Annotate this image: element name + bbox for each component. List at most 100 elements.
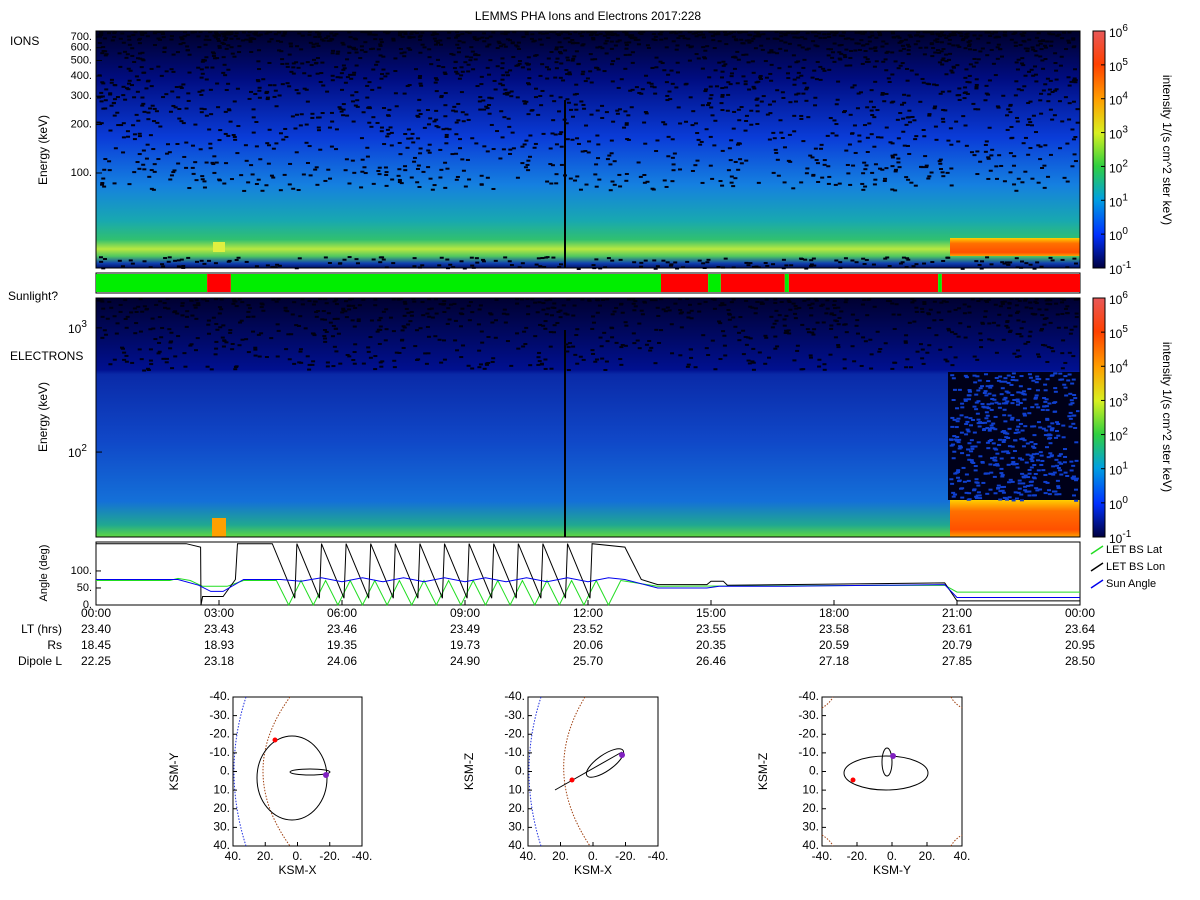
spectrogram-speckle [977,494,982,497]
spectrogram-speckle [828,48,833,51]
spectrogram-speckle [876,136,881,139]
spectrogram-speckle [336,50,341,53]
spectrogram-speckle [634,86,639,89]
spectrogram-speckle [588,53,593,56]
spectrogram-speckle [341,114,346,117]
spectrogram-speckle [935,38,940,41]
spectrogram-speckle [149,187,154,190]
spectrogram-speckle [112,98,117,101]
spectrogram-speckle [639,265,644,268]
colorbar-tick-label: 106 [1109,290,1128,308]
spectrogram-speckle [503,321,508,324]
spectrogram-speckle [991,422,996,425]
spectrogram-speckle [1008,104,1013,107]
spectrogram-speckle [583,80,588,83]
spectrogram-speckle [1020,34,1025,37]
spectrogram-speckle [468,59,473,62]
spectrogram-speckle [678,168,683,171]
spectrogram-speckle [867,36,872,39]
spectrogram-speckle [978,421,983,424]
spectrogram-speckle [181,42,186,45]
spectrogram-speckle [482,108,487,111]
spectrogram-speckle [707,102,712,105]
spectrogram-speckle [947,90,952,93]
spectrogram-speckle [978,497,983,500]
spectrogram-speckle [318,80,323,83]
spectrogram-speckle [741,53,746,56]
spectrogram-speckle [957,447,962,450]
spectrogram-speckle [628,34,633,37]
spectrogram-speckle [361,111,366,114]
spectrogram-speckle [312,58,317,61]
spectrogram-speckle [729,72,734,75]
spectrogram-speckle [739,106,744,109]
spectrogram-speckle [663,37,668,40]
spectrogram-speckle [930,261,935,264]
spectrogram-speckle [350,319,355,322]
spectrogram-speckle [593,58,598,61]
spectrogram-speckle [343,310,348,313]
spectrogram-speckle [323,340,328,343]
spectrogram-speckle [726,308,731,311]
spectrogram-speckle [470,264,475,267]
spectrogram-speckle [1071,422,1076,425]
spectrogram-speckle [959,431,964,434]
spectrogram-speckle [457,40,462,43]
spectrogram-speckle [936,311,941,314]
spectrogram-speckle [137,37,142,40]
spectrogram-speckle [1047,493,1052,496]
spectrogram-speckle [732,31,737,34]
spectrogram-speckle [366,350,371,353]
spectrogram-speckle [414,329,419,332]
spectrogram-speckle [857,140,862,143]
spectrogram-speckle [365,146,370,149]
spectrogram-speckle [1007,330,1012,333]
spectrogram-speckle [1055,313,1060,316]
spectrogram-speckle [905,79,910,82]
spectrogram-speckle [1007,481,1012,484]
legend-swatch [1090,579,1104,589]
spectrogram-speckle [523,102,528,105]
x-tick-label: 0. [588,849,598,863]
spectrogram-speckle [278,189,283,192]
spectrogram-speckle [183,365,188,368]
spectrogram-speckle [1013,439,1018,442]
spectrogram-speckle [567,71,572,74]
spectrogram-speckle [631,332,636,335]
spectrogram-speckle [1007,307,1012,310]
spectrogram-speckle [626,114,631,117]
spectrogram-speckle [874,60,879,63]
spectrogram-speckle [744,261,749,264]
spectrogram-speckle [450,153,455,156]
spectrogram-speckle [746,61,751,64]
spectrogram-speckle [827,68,832,71]
spectrogram-speckle [600,47,605,50]
spectrogram-speckle [474,39,479,42]
spectrogram-speckle [294,61,299,64]
spectrogram-speckle [473,37,478,40]
spectrogram-speckle [585,77,590,80]
spectrogram-speckle [142,260,147,263]
spectrogram-speckle [557,41,562,44]
spectrogram-speckle [219,308,224,311]
spectrogram-speckle [190,144,195,147]
spectrogram-speckle [109,306,114,309]
spectrogram-speckle [237,51,242,54]
spectrogram-speckle [1071,79,1076,82]
spectrogram-speckle [557,50,562,53]
spectrogram-speckle [974,83,979,86]
spectrogram-speckle [138,298,143,301]
spectrogram-speckle [164,70,169,73]
spectrogram-speckle [1035,378,1040,381]
spectrogram-speckle [633,36,638,39]
spectrogram-speckle [581,70,586,73]
spectrogram-speckle [359,45,364,48]
spectrogram-speckle [796,60,801,63]
spectrogram-speckle [492,79,497,82]
y-tick-label: 0. [809,764,819,778]
spectrogram-speckle [553,133,558,136]
spectrogram-speckle [695,159,700,162]
spectrogram-speckle [818,78,823,81]
spectrogram-speckle [172,169,177,172]
spectrogram-speckle [863,50,868,53]
